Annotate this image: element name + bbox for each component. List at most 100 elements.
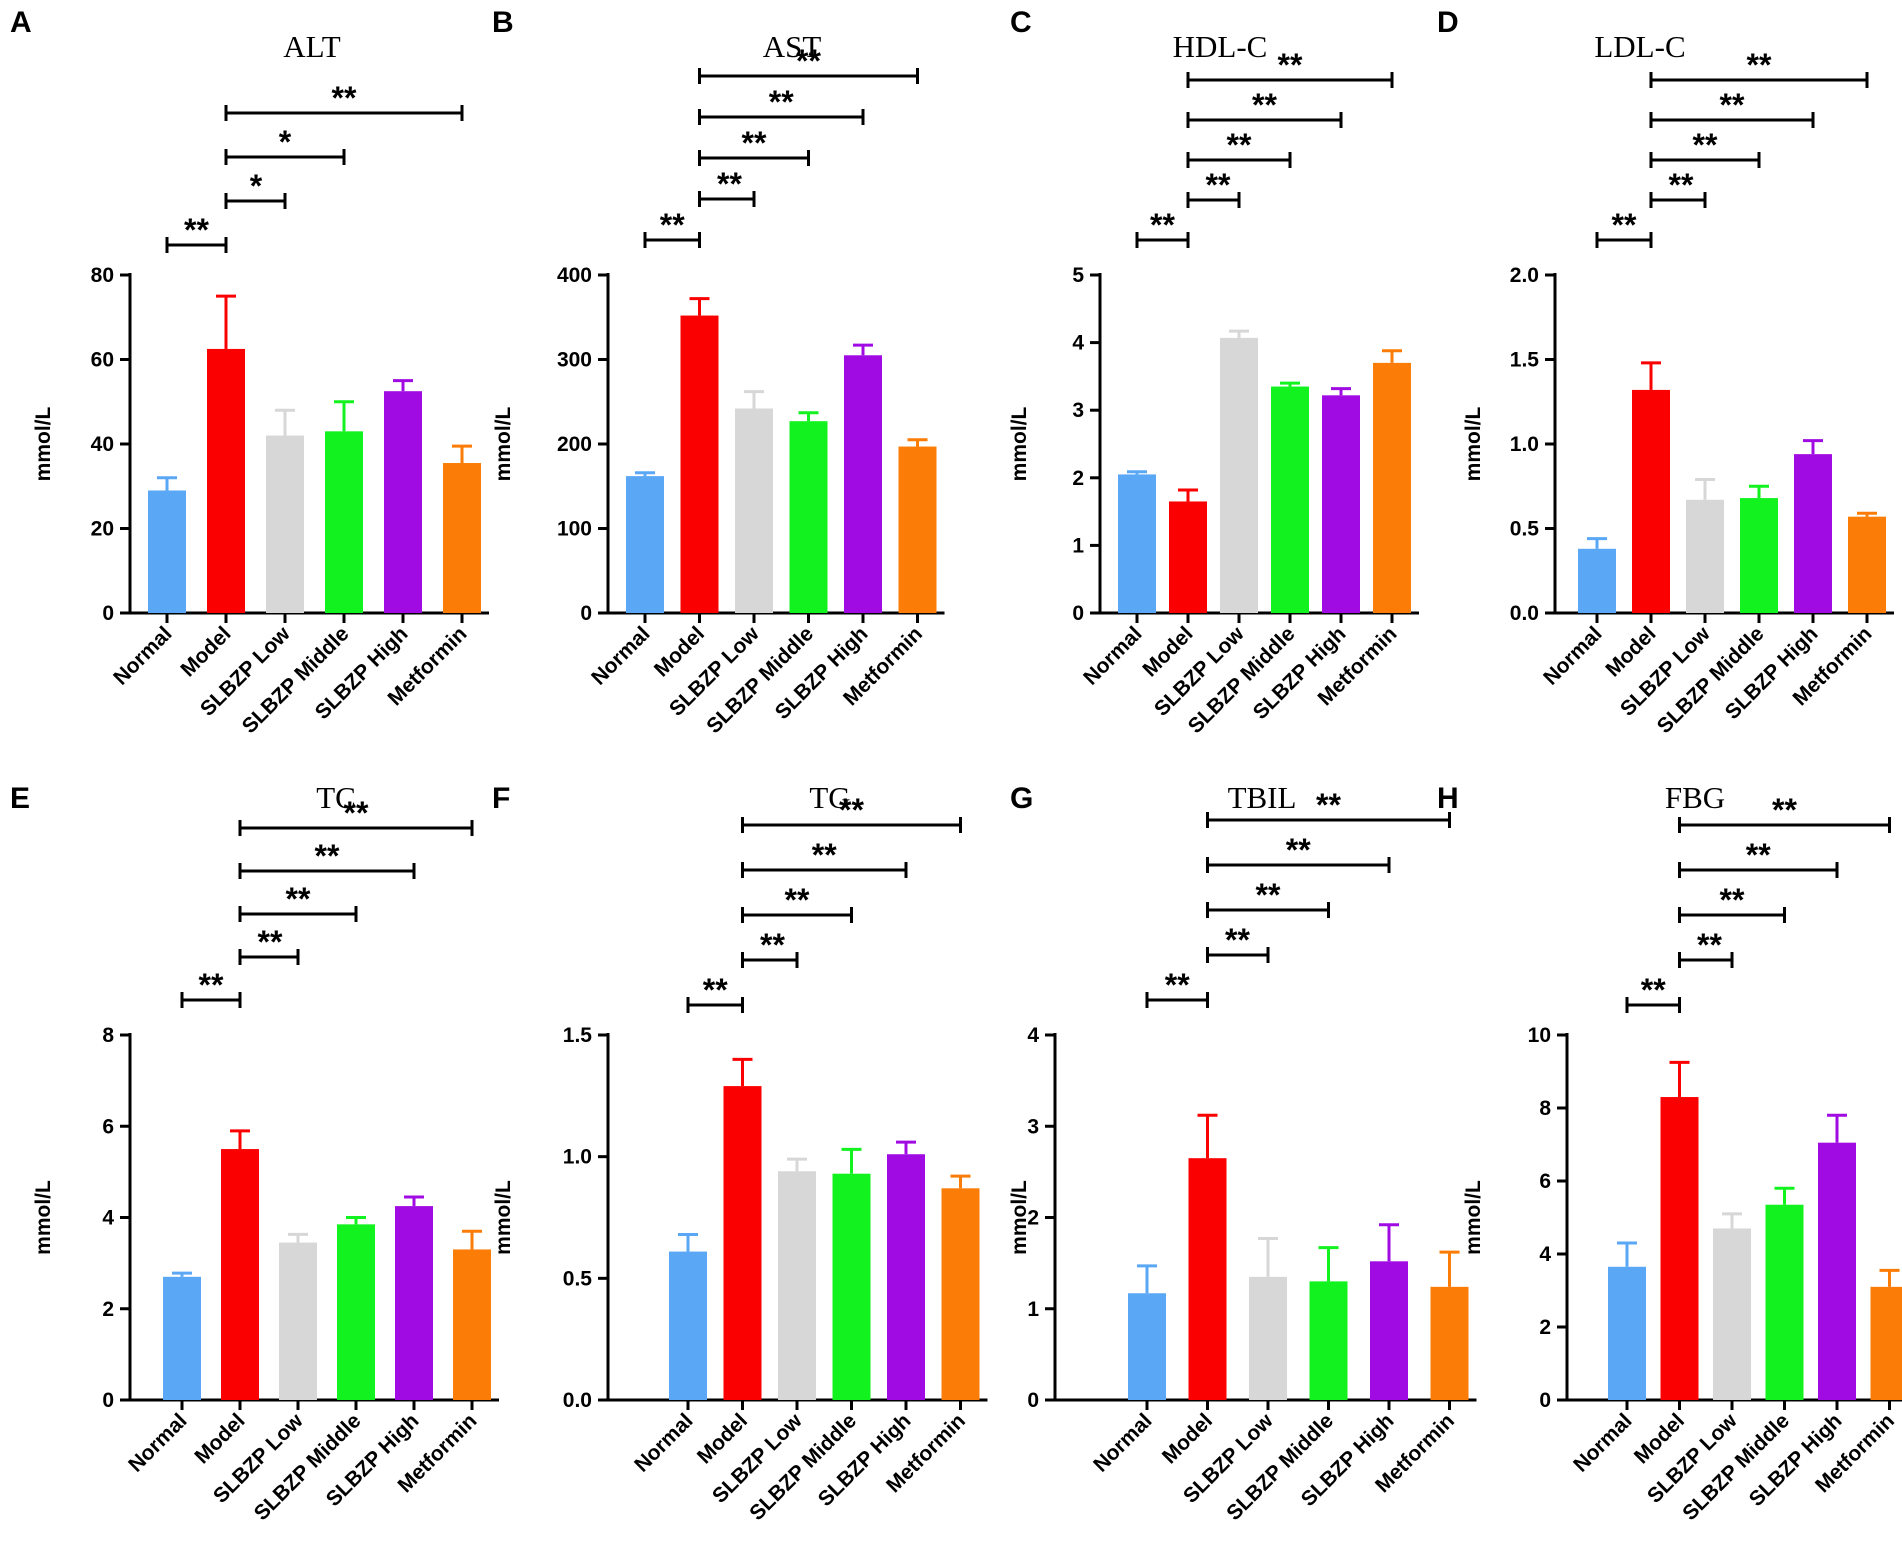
bar — [1220, 337, 1258, 613]
y-tick-label: 0 — [1539, 1389, 1551, 1412]
bar — [1271, 386, 1309, 613]
chart-title: FBG — [1665, 780, 1725, 815]
significance-bracket: ** — [1206, 832, 1391, 873]
y-axis-label: mmol/L — [492, 406, 515, 481]
significance-bracket: ** — [1649, 87, 1815, 128]
panel-letter: G — [1010, 782, 1033, 815]
panel-letter: D — [1437, 6, 1459, 39]
y-tick-label: 0.5 — [1510, 518, 1540, 541]
x-tick-label: Normal — [1539, 622, 1606, 689]
y-tick-label: 80 — [91, 264, 114, 287]
y-tick-label: 4 — [1072, 332, 1084, 355]
bar — [1249, 1276, 1287, 1400]
y-axis-label: mmol/L — [1462, 1180, 1485, 1255]
bar — [279, 1242, 317, 1400]
y-tick-label: 40 — [91, 433, 114, 456]
chart-title: AST — [763, 29, 822, 64]
bar — [337, 1224, 375, 1400]
bar — [1578, 548, 1616, 613]
bar — [723, 1086, 762, 1400]
significance-bracket: ** — [1595, 207, 1653, 248]
y-tick-label: 0 — [1072, 602, 1084, 625]
significance-bracket: * — [224, 124, 346, 165]
bar — [207, 348, 245, 613]
bar — [735, 408, 773, 613]
significance-label: ** — [315, 838, 340, 874]
bar — [1660, 1097, 1699, 1400]
y-tick-label: 8 — [102, 1024, 114, 1047]
significance-bracket: ** — [741, 882, 853, 923]
significance-bracket: ** — [1206, 787, 1451, 828]
significance-bracket: ** — [1186, 87, 1343, 128]
bar — [789, 421, 828, 613]
bar — [1169, 501, 1207, 613]
y-tick-label: 6 — [102, 1115, 114, 1138]
y-tick-label: 1 — [1072, 534, 1084, 557]
y-tick-label: 0.0 — [1510, 602, 1539, 625]
y-tick-label: 4 — [1027, 1024, 1039, 1047]
significance-bracket: * — [224, 168, 287, 209]
significance-bracket: ** — [238, 795, 474, 836]
bar — [669, 1251, 707, 1400]
x-tick-label: Model — [1158, 1409, 1217, 1468]
y-tick-label: 1 — [1027, 1298, 1039, 1321]
significance-bracket: ** — [1678, 882, 1786, 923]
significance-bracket: ** — [741, 792, 962, 833]
significance-bracket: ** — [698, 125, 810, 166]
significance-bracket: ** — [224, 80, 464, 121]
significance-bracket: ** — [1135, 207, 1190, 248]
y-tick-label: 0 — [102, 1389, 114, 1412]
significance-bracket: ** — [741, 837, 908, 878]
panel-letter: B — [492, 6, 514, 39]
bar — [443, 463, 481, 613]
bar — [844, 355, 882, 613]
bar — [941, 1188, 980, 1400]
bar — [1309, 1281, 1348, 1400]
x-tick-label: Normal — [1569, 1409, 1636, 1476]
significance-bracket: ** — [1186, 47, 1394, 88]
bar — [325, 431, 363, 613]
significance-bracket: ** — [1678, 927, 1734, 968]
chart-title: TBIL — [1228, 780, 1297, 815]
significance-bracket: ** — [165, 212, 228, 253]
bar — [1118, 474, 1156, 613]
significance-bracket: ** — [1678, 837, 1839, 878]
significance-label: ** — [742, 125, 767, 161]
y-tick-label: 200 — [557, 433, 592, 456]
significance-label: * — [279, 124, 292, 160]
significance-label: ** — [785, 882, 810, 918]
bar — [163, 1276, 201, 1400]
bar — [1128, 1293, 1166, 1400]
y-tick-label: 8 — [1539, 1097, 1551, 1120]
x-tick-label: Normal — [587, 622, 654, 689]
significance-bracket: ** — [238, 881, 358, 922]
x-tick-label: Normal — [109, 622, 176, 689]
significance-label: ** — [1165, 967, 1190, 1003]
y-axis-label: mmol/L — [32, 406, 55, 481]
panel-letter: A — [10, 6, 32, 39]
significance-label: ** — [769, 84, 794, 120]
y-axis-label: mmol/L — [492, 1180, 515, 1255]
chart-title: LDL-C — [1594, 29, 1685, 64]
chart-panel-d: DLDL-Cmmol/L0.00.51.01.52.0NormalModelSL… — [1437, 6, 1894, 738]
y-tick-label: 300 — [557, 349, 592, 372]
bar — [1765, 1204, 1804, 1400]
y-tick-label: 100 — [557, 518, 592, 541]
significance-bracket: ** — [1649, 167, 1707, 208]
bar — [266, 435, 304, 613]
significance-label: ** — [1225, 922, 1250, 958]
y-tick-label: 3 — [1072, 399, 1084, 422]
significance-bracket: ** — [1206, 922, 1270, 963]
chart-panel-b: BASTmmol/L0100200300400NormalModelSLBZP … — [492, 6, 945, 738]
y-tick-label: 4 — [1539, 1243, 1551, 1266]
y-axis-label: mmol/L — [1008, 1180, 1031, 1255]
bar — [1608, 1266, 1646, 1400]
significance-label: ** — [258, 924, 283, 960]
significance-label: ** — [839, 792, 864, 828]
bar — [1713, 1228, 1751, 1400]
